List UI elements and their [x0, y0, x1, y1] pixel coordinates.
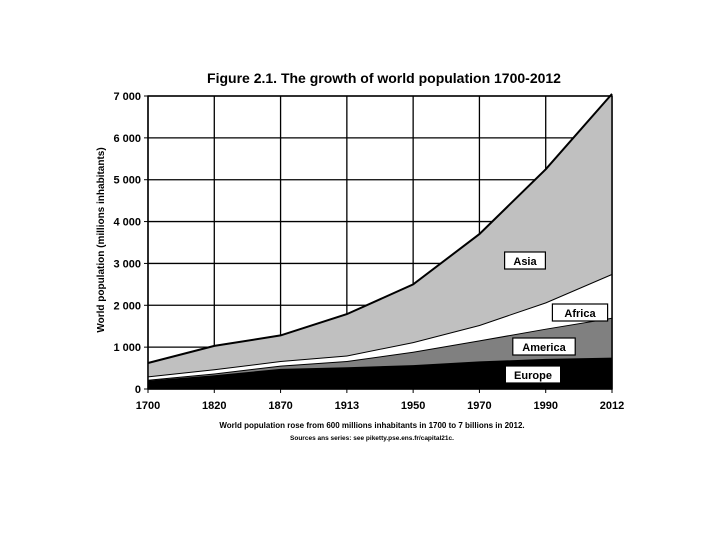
series-label-europe: Europe [514, 370, 552, 382]
plot-border [147, 95, 613, 390]
y-tick-label: 5 000 [113, 175, 141, 187]
x-tick-label: 1913 [335, 400, 359, 412]
y-tick-label: 2 000 [113, 300, 141, 312]
y-tick-label: 4 000 [113, 217, 141, 229]
x-tick-label: 1700 [136, 400, 160, 412]
x-tick-label: 1820 [202, 400, 226, 412]
y-tick-label: 0 [135, 384, 141, 396]
x-tick-label: 1970 [467, 400, 491, 412]
area-africa [148, 273, 612, 380]
y-tick-label: 1 000 [113, 342, 141, 354]
x-tick-label: 1990 [533, 400, 557, 412]
series-label-box-africa [551, 303, 609, 322]
area-edge-asia [147, 93, 613, 364]
chart-caption: World population rose from 600 millions … [219, 421, 524, 430]
area-asia [148, 93, 612, 377]
y-axis-label: World population (millions inhabitants) [96, 147, 107, 332]
series-label-asia: Asia [513, 256, 537, 268]
plot-area: 0 1 000 2 000 3 000 4 000 5 000 6 000 7 000 1700… [113, 91, 624, 412]
series-label-box-america [512, 337, 576, 356]
y-tick-label: 6 000 [113, 133, 141, 145]
series-label-box-europe [504, 365, 562, 384]
y-tick-label: 7 000 [113, 91, 141, 103]
series-label-box-asia [504, 251, 547, 270]
chart-title: Figure 2.1. The growth of world populati… [207, 70, 561, 86]
series-label-america: America [522, 342, 566, 354]
chart-source: Sources ans series: see piketty.pse.ens.… [290, 435, 454, 442]
x-tick-label: 1870 [268, 400, 292, 412]
x-tick-label: 1950 [401, 400, 425, 412]
area-europe [148, 357, 612, 389]
y-tick-label: 3 000 [113, 258, 141, 270]
series-label-africa: Africa [564, 308, 596, 320]
x-tick-label: 2012 [600, 400, 624, 412]
